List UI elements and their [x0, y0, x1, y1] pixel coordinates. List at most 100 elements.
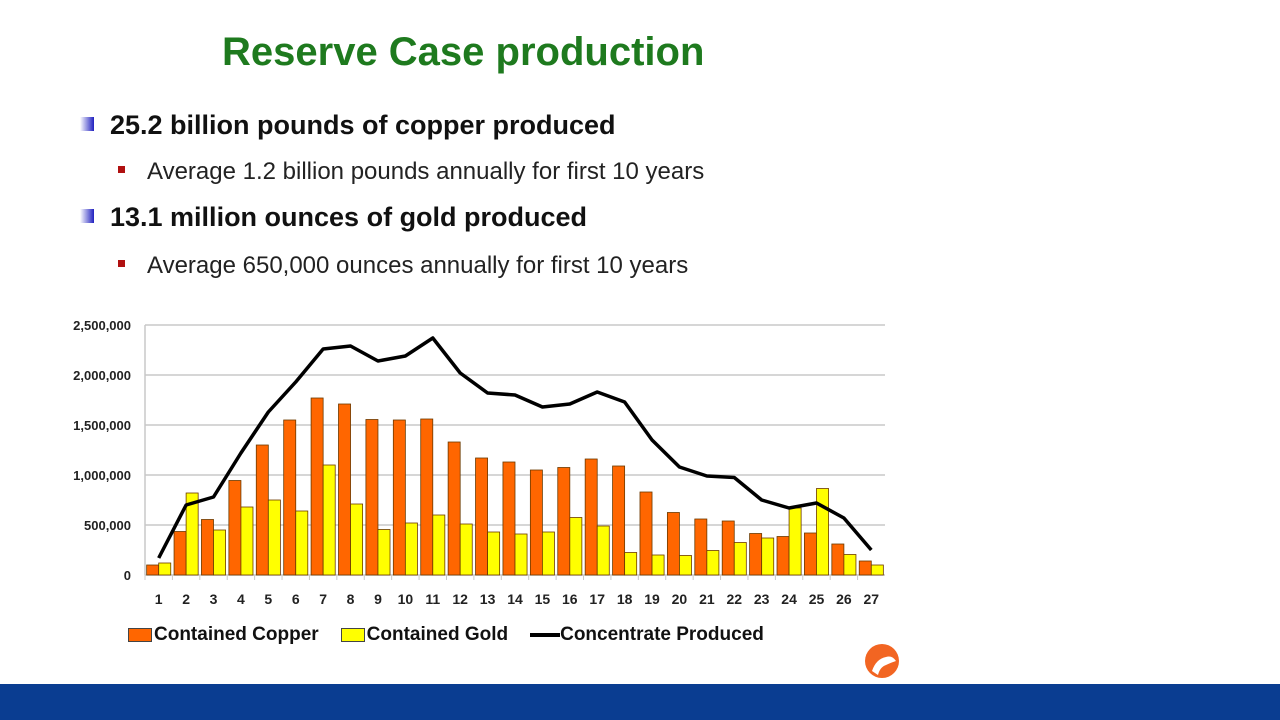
x-tick-label: 27: [864, 591, 880, 607]
bar-gold: [569, 517, 583, 576]
bar-copper: [283, 419, 297, 576]
subbullet-copper: Average 1.2 billion pounds annually for …: [118, 158, 704, 186]
bar-gold: [706, 550, 720, 576]
bar-gold: [295, 510, 309, 576]
x-tick-label: 25: [809, 591, 825, 607]
bar-copper: [392, 419, 406, 576]
x-tick-label: 9: [374, 591, 382, 607]
bar-copper: [804, 532, 817, 576]
bar-copper: [666, 512, 680, 576]
bar-copper: [639, 491, 653, 576]
x-tick-label: 19: [644, 591, 660, 607]
subbullet-gold: Average 650,000 ounces annually for firs…: [118, 252, 688, 280]
bullet-square-icon: [118, 260, 125, 268]
x-tick-label: 4: [237, 591, 245, 607]
bar-gold: [843, 554, 857, 576]
x-tick-label: 13: [480, 591, 496, 607]
bar-gold: [185, 492, 199, 576]
legend-concentrate: Concentrate Produced: [530, 624, 764, 646]
x-tick-label: 26: [836, 591, 852, 607]
legend-label: Contained Copper: [154, 624, 319, 645]
bar-copper: [228, 480, 242, 576]
bullet-text: 25.2 billion pounds of copper produced: [110, 110, 616, 140]
bar-copper: [831, 543, 845, 576]
bar-gold: [487, 531, 501, 576]
chart-legend: Contained Copper Contained Gold Concentr…: [128, 624, 764, 646]
x-tick-label: 24: [781, 591, 797, 607]
slide-title: Reserve Case production: [222, 30, 705, 74]
x-tick-label: 3: [210, 591, 218, 607]
y-tick-label: 1,500,000: [73, 418, 131, 433]
bar-copper: [721, 520, 735, 576]
bullet-copper: 25.2 billion pounds of copper produced: [80, 110, 616, 141]
bar-gold: [788, 507, 802, 576]
y-tick-label: 1,000,000: [73, 468, 131, 483]
bar-copper: [776, 536, 790, 576]
x-tick-label: 21: [699, 591, 715, 607]
bar-gold: [158, 562, 172, 576]
legend-gold: Contained Gold: [340, 624, 508, 646]
bullet-square-icon: [80, 208, 94, 223]
line-concentrate: [157, 336, 873, 559]
bar-copper: [502, 461, 516, 576]
bar-copper: [365, 419, 379, 576]
bar-gold: [816, 488, 829, 576]
x-tick-label: 23: [754, 591, 770, 607]
x-tick-label: 1: [155, 591, 163, 607]
bar-gold: [542, 531, 555, 576]
x-tick-label: 8: [347, 591, 355, 607]
bar-gold: [267, 499, 281, 576]
x-tick-label: 17: [589, 591, 605, 607]
bullet-square-icon: [118, 166, 125, 174]
bar-copper: [475, 457, 488, 576]
bar-gold: [213, 529, 226, 576]
bar-gold: [596, 525, 610, 576]
bar-copper: [529, 469, 543, 576]
bar-gold: [651, 554, 665, 576]
bar-gold: [870, 564, 884, 576]
y-tick-label: 500,000: [84, 518, 131, 533]
bar-gold: [624, 552, 638, 576]
x-tick-label: 2: [182, 591, 190, 607]
bar-copper: [749, 533, 763, 576]
bar-copper: [420, 418, 434, 576]
legend-swatch: [340, 627, 365, 642]
y-tick-label: 2,000,000: [73, 368, 131, 383]
bar-copper: [557, 467, 571, 576]
company-logo-icon: [865, 644, 899, 678]
bullet-gold: 13.1 million ounces of gold produced: [80, 202, 587, 233]
legend-swatch: [128, 627, 152, 642]
bar-gold: [514, 533, 528, 576]
bar-copper: [310, 397, 324, 576]
bullet-text: 13.1 million ounces of gold produced: [110, 202, 588, 232]
x-tick-label: 15: [535, 591, 551, 607]
bar-copper: [173, 531, 187, 576]
legend-label: Concentrate Produced: [560, 624, 764, 645]
x-tick-label: 6: [292, 591, 300, 607]
bar-copper: [584, 458, 598, 576]
bar-copper: [255, 444, 269, 576]
bar-gold: [733, 542, 747, 576]
bar-gold: [404, 522, 418, 576]
bar-gold: [459, 523, 473, 576]
bar-gold: [240, 506, 254, 576]
x-tick-label: 18: [617, 591, 633, 607]
legend-line: [530, 632, 561, 637]
bar-copper: [447, 441, 461, 576]
x-tick-label: 11: [425, 591, 440, 607]
bar-copper: [612, 465, 626, 576]
x-tick-label: 14: [507, 591, 523, 607]
bar-gold: [377, 529, 391, 576]
subbullet-text: Average 650,000 ounces annually for firs…: [147, 252, 689, 279]
y-tick-label: 2,500,000: [73, 318, 131, 333]
x-tick-label: 12: [452, 591, 468, 607]
x-tick-label: 22: [726, 591, 742, 607]
bar-gold: [322, 464, 336, 576]
x-tick-label: 16: [562, 591, 578, 607]
bar-gold: [432, 514, 446, 576]
bar-copper: [858, 560, 872, 576]
bar-copper: [146, 564, 160, 576]
bar-copper: [338, 403, 351, 576]
bar-gold: [679, 555, 692, 576]
